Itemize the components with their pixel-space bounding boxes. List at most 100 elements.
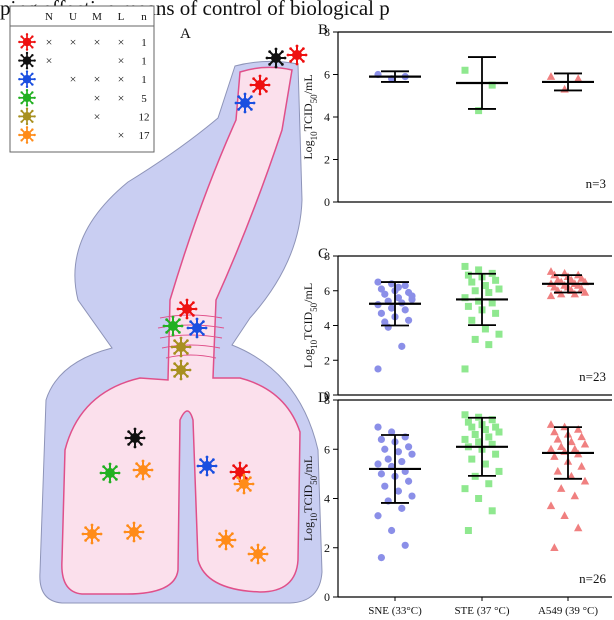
data-point — [475, 495, 483, 502]
virus-icon — [124, 427, 146, 449]
virus-spike-tip — [301, 47, 305, 51]
data-point — [471, 430, 479, 438]
virus-icon — [229, 461, 251, 483]
virus-spike-tip — [20, 64, 23, 68]
virus-spike-tip — [242, 473, 246, 477]
virus-spike-tip — [147, 474, 151, 478]
data-point — [464, 527, 472, 535]
n-label: n=23 — [579, 369, 606, 384]
virus-spike-tip — [242, 491, 246, 495]
data-point — [468, 316, 476, 324]
virus-spike-tip — [141, 459, 145, 463]
data-point — [374, 460, 382, 468]
virus-spike-tip — [18, 78, 21, 81]
virus-spike-tip — [256, 543, 260, 547]
virus-spike-tip — [186, 326, 190, 330]
virus-body — [22, 130, 32, 140]
virus-spike-tip — [199, 470, 203, 474]
data-point — [464, 271, 472, 279]
data-point — [464, 302, 472, 310]
virus-icon — [162, 315, 184, 337]
y-tick-label: 6 — [324, 442, 330, 456]
virus-spike-tip — [33, 59, 36, 62]
data-point — [405, 316, 413, 324]
virus-spike-tip — [170, 345, 174, 349]
n-label: n=26 — [579, 571, 606, 586]
virus-spike-tip — [256, 561, 260, 565]
virus-icon — [249, 74, 271, 96]
data-point — [475, 266, 483, 274]
virus-body — [22, 93, 32, 103]
data-point — [398, 504, 406, 512]
legend-count: 1 — [141, 56, 147, 68]
data-point — [557, 289, 566, 298]
virus-icon — [170, 336, 192, 358]
virus-spike-tip — [211, 458, 215, 462]
virus-icon — [196, 455, 218, 477]
data-point — [492, 423, 500, 431]
virus-icon — [233, 473, 255, 495]
y-axis-label-part: TCID — [301, 484, 315, 512]
data-point — [570, 491, 579, 500]
virus-spike-tip — [250, 546, 254, 550]
data-point — [553, 466, 562, 475]
virus-spike-tip — [252, 101, 256, 105]
virus-spike-tip — [262, 558, 266, 562]
virus-spike-tip — [96, 538, 100, 542]
data-point — [471, 335, 479, 343]
virus-spike-tip — [31, 72, 34, 75]
virus-spike-tip — [31, 102, 34, 105]
virus-spike-tip — [170, 368, 174, 372]
virus-spike-tip — [265, 56, 269, 60]
virus-spike-tip — [286, 53, 290, 57]
data-point — [557, 484, 566, 492]
y-axis-label-part: Log — [301, 349, 315, 368]
virus-spike-tip — [31, 120, 34, 123]
virus-body — [182, 304, 192, 314]
data-point — [546, 444, 556, 453]
virus-spike-tip — [96, 526, 100, 530]
legend-cell: × — [118, 35, 125, 49]
x-tick-label: SNE (33°C) — [368, 605, 422, 617]
legend-cell: × — [94, 109, 101, 123]
virus-spike-tip — [139, 430, 143, 434]
virus-spike-tip — [165, 318, 169, 322]
virus-spike-tip — [244, 464, 248, 468]
legend-count: 12 — [139, 111, 150, 123]
virus-spike-tip — [243, 110, 247, 114]
virus-spike-tip — [280, 62, 284, 66]
y-tick-label: 2 — [324, 153, 330, 167]
data-point — [461, 485, 469, 493]
virus-spike-tip — [173, 339, 177, 343]
data-point — [394, 487, 402, 495]
virus-spike-tip — [268, 62, 272, 66]
virus-spike-tip — [108, 462, 112, 466]
data-point — [567, 437, 576, 446]
virus-spike-tip — [248, 476, 252, 480]
legend-column-header: M — [92, 11, 102, 23]
data-point — [398, 457, 406, 466]
virus-spike-tip — [127, 430, 131, 434]
virus-spike-tip — [138, 536, 142, 540]
data-point — [485, 288, 493, 296]
legend-cell: × — [70, 72, 77, 86]
virus-spike-tip — [229, 470, 233, 474]
data-point — [401, 281, 409, 290]
data-point — [492, 450, 500, 458]
virus-spike-tip — [124, 436, 128, 440]
virus-spike-tip — [185, 351, 189, 355]
virus-spike-tip — [31, 139, 34, 142]
data-point — [381, 290, 389, 298]
data-point — [408, 450, 416, 458]
data-point — [485, 341, 493, 349]
virus-spike-tip — [196, 464, 200, 468]
virus-spike-tip — [177, 330, 181, 334]
y-tick-label: 8 — [324, 249, 330, 263]
data-point — [546, 501, 556, 510]
data-point — [488, 416, 496, 424]
virus-spike-tip — [173, 374, 177, 378]
y-axis-label-part: 10 — [309, 131, 319, 141]
data-point — [461, 411, 469, 419]
y-tick-label: 6 — [324, 284, 330, 298]
